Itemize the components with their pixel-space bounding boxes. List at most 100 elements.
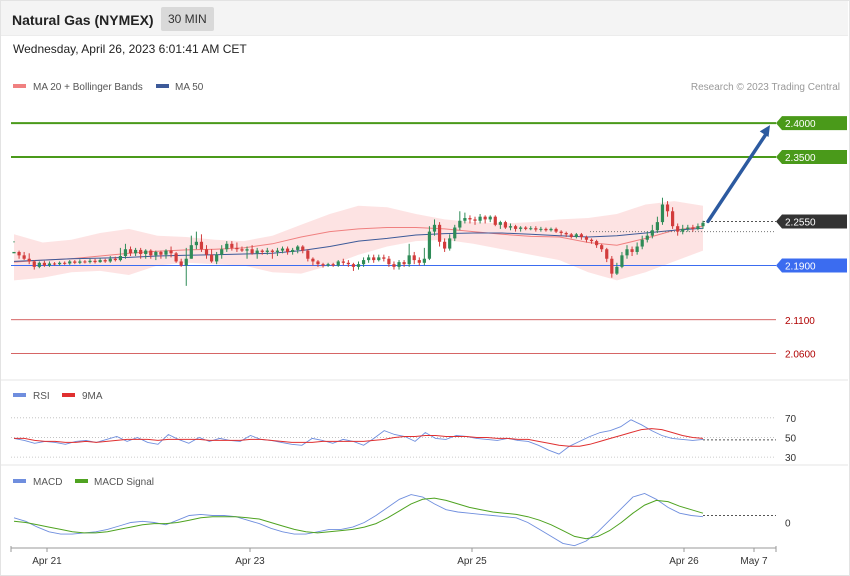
candle-body (250, 249, 254, 254)
candle-body (513, 226, 518, 229)
x-tick-label: Apr 21 (32, 556, 62, 567)
candle-body (610, 258, 614, 274)
resistance-price-label: 2.4000 (785, 119, 816, 130)
candle-body (184, 258, 188, 266)
candle-body (635, 246, 639, 252)
ma20-legend-label: MA 20 + Bollinger Bands (33, 82, 143, 93)
candle-body (544, 228, 548, 231)
candle-body (139, 249, 143, 254)
candle-body (412, 255, 416, 261)
resistance-price-tag (776, 116, 847, 131)
projection-arrow-head (759, 125, 770, 138)
candle-body (311, 258, 315, 262)
candle-body (427, 231, 432, 259)
x-tick-label: Apr 25 (457, 556, 487, 567)
ma20-line (13, 225, 704, 263)
candle-body (524, 227, 528, 229)
candle-body (422, 258, 426, 263)
candle-body (579, 234, 584, 238)
candle-body (144, 250, 148, 254)
candle-body (569, 234, 573, 238)
candle-body (32, 261, 36, 267)
candle-body (453, 227, 457, 239)
candle-body (42, 262, 46, 266)
candle-body (103, 260, 107, 262)
candle-body (275, 250, 280, 252)
candle-body (37, 262, 41, 267)
candle-body (225, 243, 229, 250)
candle-body (346, 262, 350, 265)
candle-body (437, 224, 442, 242)
candle-body (402, 262, 406, 265)
candle-body (539, 228, 543, 230)
candle-body (194, 241, 198, 246)
candle-body (600, 245, 604, 250)
candle-body (478, 216, 482, 221)
rsi-legend-swatch (13, 393, 26, 397)
candle-body (240, 249, 244, 251)
candle-body (559, 231, 563, 233)
candle-body (432, 224, 437, 232)
candle-body (351, 264, 356, 267)
rsi-ma-legend-label: 9MA (82, 391, 103, 402)
candle-body (113, 258, 117, 261)
candle-body (73, 261, 77, 263)
macd-zero-label: 0 (785, 518, 791, 529)
candle-body (671, 211, 675, 227)
candle-body (397, 262, 401, 267)
candle-body (245, 249, 249, 251)
candle-body (215, 254, 219, 262)
candle-body (417, 260, 421, 263)
candle-body (128, 249, 133, 254)
candle-body (12, 251, 16, 254)
candle-body (169, 250, 173, 254)
candle-body (280, 248, 285, 251)
ma50-legend-swatch (156, 84, 169, 88)
candle-body (589, 239, 594, 242)
candle-body (696, 226, 700, 229)
candle-body (174, 253, 178, 262)
projection-arrow-shaft (706, 132, 768, 224)
candle-body (676, 226, 680, 232)
resistance-price-tag (776, 150, 847, 165)
candle-body (554, 228, 558, 232)
candle-body (387, 258, 391, 265)
ma50-line (13, 227, 704, 262)
candle-body (488, 216, 492, 220)
candle-body (159, 251, 163, 255)
candle-body (57, 262, 62, 265)
candle-body (443, 241, 447, 249)
candle-body (356, 264, 361, 267)
candle-body (306, 250, 310, 259)
candle-body (367, 257, 371, 261)
candle-body (164, 250, 168, 255)
candle-body (27, 258, 31, 262)
candle-body (326, 264, 330, 266)
rsi-ma-legend-swatch (62, 393, 75, 397)
candle-body (17, 251, 21, 256)
candle-body (108, 258, 112, 262)
projection-arrow (706, 125, 770, 224)
candle-body (625, 249, 629, 256)
candle-body (574, 234, 578, 238)
candle-body (255, 250, 259, 254)
candle-body (529, 228, 533, 230)
candle-body (615, 266, 619, 274)
candle-body (341, 261, 345, 263)
candle-body (564, 232, 568, 235)
target-price-label: 2.0600 (785, 350, 816, 361)
rsi-tick-label: 30 (785, 453, 797, 464)
timeframe-badge[interactable]: 30 MIN (161, 7, 214, 31)
candle-body (63, 262, 67, 264)
candle-body (235, 247, 239, 250)
moving-averages (13, 225, 704, 263)
candle-body (331, 264, 335, 266)
candle-body (88, 260, 92, 263)
candle-body (285, 248, 290, 252)
candle-body (382, 257, 386, 259)
candle-body (316, 261, 320, 265)
candle-body (301, 246, 305, 251)
x-tick-label: Apr 26 (669, 556, 699, 567)
candle-body (47, 263, 52, 266)
